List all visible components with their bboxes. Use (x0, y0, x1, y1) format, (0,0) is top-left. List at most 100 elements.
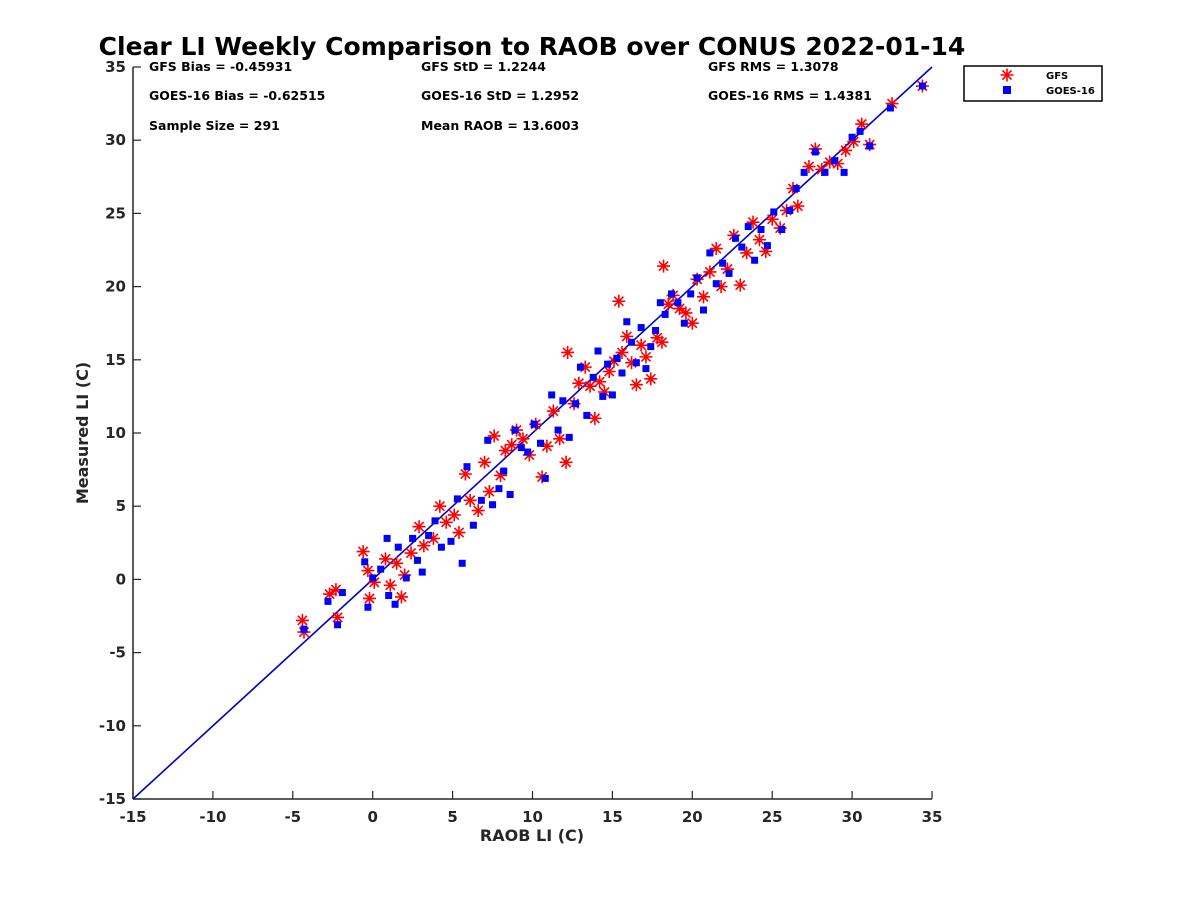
goes-16-point (786, 206, 794, 214)
gfs-point (602, 365, 616, 379)
gfs-point (847, 135, 861, 149)
gfs-point (759, 244, 773, 258)
goes-16-point (712, 280, 720, 288)
goes-16-point (594, 347, 602, 355)
legend-gfs-label: GFS (1046, 71, 1068, 82)
chart-title: Clear LI Weekly Comparison to RAOB over … (99, 32, 966, 61)
gfs-point (703, 265, 717, 279)
legend: GFS GOES-16 (963, 65, 1103, 102)
goes-16-point (792, 185, 800, 193)
goes-16-point (674, 299, 682, 307)
gfs-point (593, 375, 607, 389)
x-tick-label: 25 (762, 808, 783, 826)
goes-16-point (469, 521, 477, 529)
y-tick-label: -5 (109, 644, 126, 662)
gfs-point (383, 578, 397, 592)
gfs-point (394, 590, 408, 604)
goes-16-point (554, 426, 562, 434)
goes-16-point (377, 565, 385, 573)
gfs-point (634, 338, 648, 352)
series-goes-16 (300, 82, 926, 633)
gfs-point (709, 242, 723, 256)
gfs-point (733, 278, 747, 292)
goes-16-point (548, 391, 556, 399)
gfs-point (329, 583, 343, 597)
stat-mean-raob: Mean RAOB = 13.6003 (421, 118, 579, 133)
gfs-point (679, 306, 693, 320)
goes-16-point (811, 148, 819, 156)
goes-16-point (385, 592, 393, 600)
stat-goes-std: GOES-16 StD = 1.2952 (421, 88, 579, 103)
goes-16-point (477, 496, 485, 504)
goes-16-point (530, 420, 538, 428)
gfs-point (740, 246, 754, 260)
goes-16-point (463, 463, 471, 471)
gfs-point (625, 356, 639, 370)
goes-16-point (618, 369, 626, 377)
goes-16-point (656, 299, 664, 307)
gfs-point (516, 432, 530, 446)
goes-16-point (500, 467, 508, 475)
goes-16-point (572, 400, 580, 408)
y-tick-label: 35 (105, 58, 126, 76)
gfs-point (417, 539, 431, 553)
gfs-point (572, 376, 586, 390)
y-tick-label: 15 (105, 351, 126, 369)
goes-16-point (541, 474, 549, 482)
x-tick-label: 10 (522, 808, 543, 826)
goes-16-point (848, 133, 856, 141)
y-tick-label: 10 (105, 424, 126, 442)
x-tick-label: 30 (842, 808, 863, 826)
goes-16-point (840, 168, 848, 176)
goes-16-point (334, 621, 342, 629)
gfs-point (553, 432, 567, 446)
gfs-point (802, 160, 816, 174)
gfs-point (657, 259, 671, 273)
y-tick-label: -15 (99, 790, 126, 808)
goes-16-point (517, 444, 525, 452)
goes-16-point (886, 104, 894, 112)
goes-16-point (778, 226, 786, 234)
stat-gfs-std: GFS StD = 1.2244 (421, 59, 546, 74)
goes-16-point (725, 269, 733, 277)
gfs-point (363, 591, 377, 605)
x-tick-label: 0 (367, 808, 377, 826)
x-tick-label: -10 (199, 808, 226, 826)
goes-16-point (409, 534, 417, 542)
series-gfs (295, 79, 929, 639)
y-tick-label: 5 (116, 497, 126, 515)
goes-16-point (757, 226, 765, 234)
goes-16-point (506, 490, 514, 498)
goes-16-point (300, 625, 308, 633)
gfs-point (720, 262, 734, 276)
goes-16-point (647, 343, 655, 351)
gfs-point (295, 613, 309, 627)
goes-16-point (484, 436, 492, 444)
goes-16-point (576, 363, 584, 371)
goes-16-point (383, 534, 391, 542)
gfs-point (452, 526, 466, 540)
goes-16-point (687, 290, 695, 298)
goes-16-point (402, 574, 410, 582)
goes-16-point (744, 223, 752, 231)
gfs-point (323, 587, 337, 601)
gfs-point (620, 329, 634, 343)
goes-16-point (800, 168, 808, 176)
gfs-point (661, 297, 675, 311)
gfs-point (612, 294, 626, 308)
gfs-point (331, 610, 345, 624)
gfs-point (685, 316, 699, 330)
gfs-point (823, 155, 837, 169)
gfs-point (578, 360, 592, 374)
y-tick-label: 25 (105, 204, 126, 222)
stat-goes-rms: GOES-16 RMS = 1.4381 (708, 88, 872, 103)
gfs-point (356, 545, 370, 559)
goes-16-point (699, 306, 707, 314)
gfs-point (390, 556, 404, 570)
goes-16-point (637, 324, 645, 332)
goes-16-point (565, 433, 573, 441)
gfs-point (494, 468, 508, 482)
legend-box (963, 65, 1103, 102)
goes-16-point (437, 543, 445, 551)
x-tick-label: 15 (602, 808, 623, 826)
